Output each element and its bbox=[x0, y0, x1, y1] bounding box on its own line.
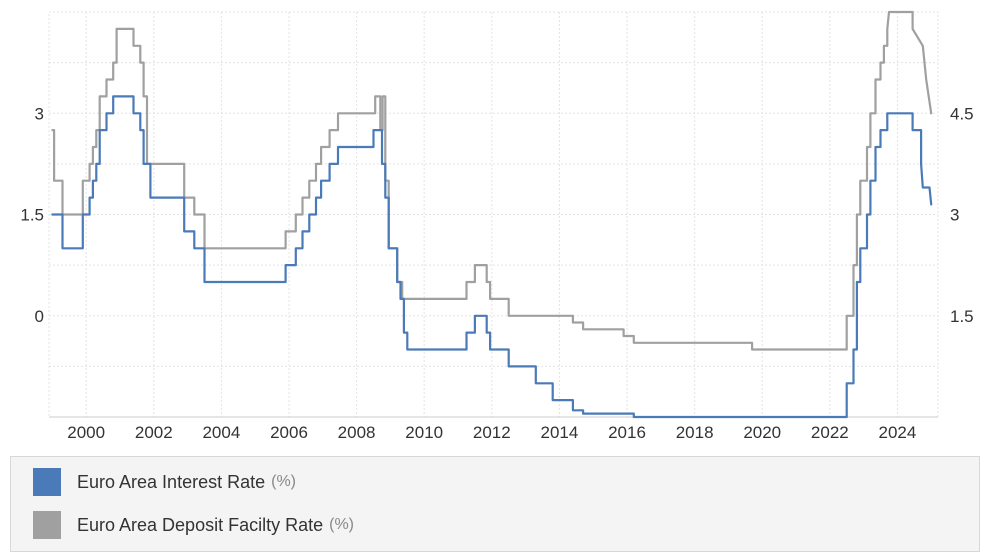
x-tick-label: 2022 bbox=[811, 423, 849, 442]
x-tick-label: 2016 bbox=[608, 423, 646, 442]
x-tick-label: 2010 bbox=[405, 423, 443, 442]
legend-label-deposit-rate: Euro Area Deposit Facilty Rate bbox=[77, 514, 324, 535]
legend-swatch-interest-rate bbox=[33, 468, 61, 496]
x-tick-label: 2020 bbox=[743, 423, 781, 442]
legend-item-deposit-rate[interactable]: Euro Area Deposit Facilty Rate (%) bbox=[33, 510, 354, 540]
label-layer: 2000 2002 2004 2006 2008 2010 2012 2014 2016 2018… bbox=[20, 104, 973, 442]
x-tick-label: 2006 bbox=[270, 423, 308, 442]
legend-unit-interest-rate: (%) bbox=[271, 473, 296, 490]
legend-item-interest-rate[interactable]: Euro Area Interest Rate (%) bbox=[33, 467, 296, 497]
left-y-tick-label: 3 bbox=[35, 104, 44, 123]
x-tick-label: 2014 bbox=[541, 423, 579, 442]
chart-plot-area: 2000 2002 2004 2006 2008 2010 2012 2014 2016 2018… bbox=[20, 10, 974, 442]
x-tick-label: 2024 bbox=[879, 423, 917, 442]
x-tick-label: 2012 bbox=[473, 423, 511, 442]
plot-frame bbox=[48, 11, 939, 418]
right-y-tick-label: 3 bbox=[950, 206, 959, 225]
legend-label-interest-rate: Euro Area Interest Rate bbox=[77, 471, 266, 492]
legend-unit-deposit-rate: (%) bbox=[329, 516, 355, 533]
left-y-tick-label: 1.5 bbox=[20, 206, 44, 225]
series-layer bbox=[51, 10, 933, 419]
right-y-tick-label: 1.5 bbox=[950, 307, 974, 326]
x-tick-label: 2018 bbox=[676, 423, 714, 442]
grid-layer bbox=[49, 11, 938, 418]
legend-swatch-deposit-rate bbox=[33, 511, 61, 539]
series-line-interest-rate[interactable] bbox=[51, 95, 933, 419]
chart-legend: Euro Area Interest Rate (%) Euro Area De… bbox=[10, 456, 980, 552]
x-tick-label: 2008 bbox=[338, 423, 376, 442]
x-tick-label: 2002 bbox=[135, 423, 173, 442]
x-tick-label: 2000 bbox=[67, 423, 105, 442]
x-tick-label: 2004 bbox=[202, 423, 240, 442]
left-y-tick-label: 0 bbox=[35, 307, 44, 326]
right-y-tick-label: 4.5 bbox=[950, 104, 974, 123]
